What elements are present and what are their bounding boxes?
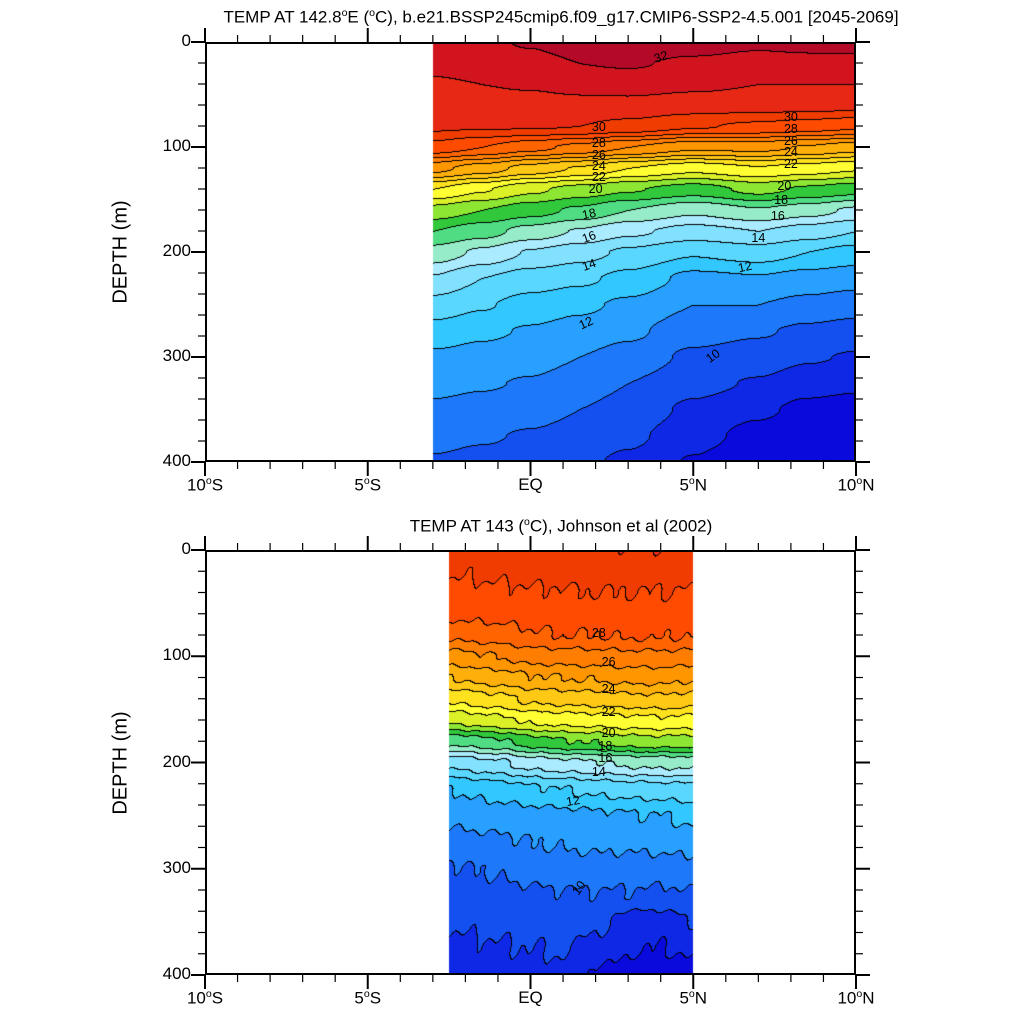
y-tick-label: 200 [162, 241, 191, 260]
y-tick-label: 400 [162, 964, 191, 983]
contour-label: 26 [783, 133, 798, 148]
contour-label: 22 [783, 156, 798, 171]
contour-label: 20 [601, 725, 616, 740]
plot-area: 10oS 5oS EQ 5oN 10oN 0 100 200 300 400 32 30 28 26 24 2… [163, 28, 875, 495]
plot-title: TEMP AT 142.8oE (oC), b.e21.BSSP245cmip6… [223, 7, 899, 27]
contour-field-canvas [205, 42, 856, 462]
contour-field-canvas [205, 550, 856, 975]
y-tick-label: 300 [162, 857, 191, 877]
contour-label: 26 [591, 148, 606, 163]
contour-label: 18 [598, 738, 613, 753]
x-tick-label: 5oS [354, 475, 382, 495]
contour-label: 12 [564, 792, 581, 809]
y-axis-title: DEPTH (m) [109, 200, 132, 304]
contour-label: 30 [783, 109, 798, 124]
contour-label: 28 [591, 135, 606, 150]
x-tick-label: EQ [518, 475, 543, 494]
x-tick-label: 10oN [837, 988, 875, 1008]
x-tick-label: 10oS [186, 988, 224, 1008]
contour-label: 30 [591, 120, 606, 135]
contour-label: 18 [774, 192, 789, 207]
plot-title: TEMP AT 143 (oC), Johnson et al (2002) [409, 516, 713, 536]
contour-label: 20 [588, 182, 603, 196]
contour-label: 16 [770, 209, 785, 224]
contour-label: 14 [751, 231, 766, 246]
contour-label: 22 [601, 704, 616, 719]
contour-label: 28 [591, 625, 606, 640]
contour-label: 24 [591, 158, 606, 173]
y-tick-label: 400 [162, 451, 191, 470]
x-tick-label: 5oS [354, 988, 382, 1008]
x-tick-label: 10oN [837, 475, 875, 495]
contour-label: 20 [777, 178, 792, 193]
contour-label: 12 [737, 258, 754, 275]
contour-label: 14 [591, 765, 606, 780]
plot-area: 10oS 5oS EQ 5oN 10oN 0 100 200 300 400 28 26 24 22 20 1… [163, 536, 875, 1008]
contour-label: 28 [783, 122, 798, 137]
contour-label: 22 [591, 170, 606, 185]
contour-label: 24 [783, 145, 798, 160]
y-tick-label: 0 [181, 539, 191, 558]
contour-label: 24 [601, 682, 616, 697]
y-tick-label: 100 [162, 645, 191, 665]
y-axis-title: DEPTH (m) [109, 711, 132, 815]
y-tick-label: 0 [181, 31, 191, 50]
y-tick-label: 200 [162, 751, 191, 771]
x-tick-label: 5oN [679, 475, 708, 495]
x-tick-label: 5oN [679, 988, 708, 1008]
contour-label: 26 [601, 654, 616, 669]
x-tick-label: EQ [518, 988, 543, 1007]
y-tick-label: 300 [162, 346, 191, 365]
contour-label: 16 [598, 751, 613, 766]
y-tick-label: 100 [162, 136, 191, 155]
x-tick-label: 10oS [186, 475, 224, 495]
axes-frame [191, 28, 870, 476]
axes-frame [191, 536, 870, 989]
